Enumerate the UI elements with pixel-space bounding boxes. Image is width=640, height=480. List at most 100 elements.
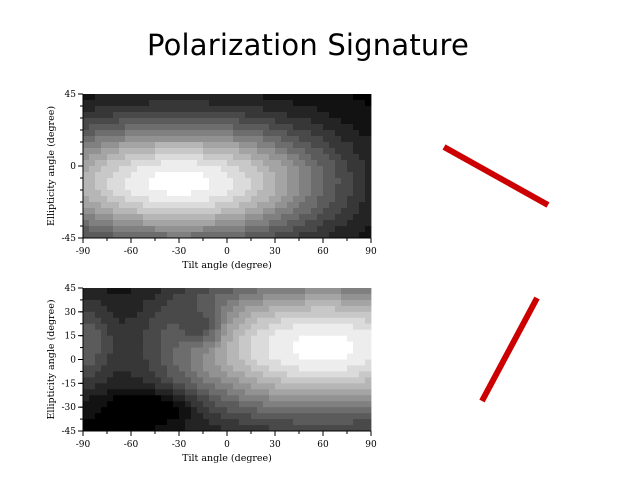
heatmap-cell: [293, 293, 300, 301]
heatmap-cell: [197, 389, 204, 396]
heatmap-cell: [293, 383, 300, 390]
heatmap-cell: [275, 311, 282, 319]
heatmap-cell: [113, 214, 120, 221]
heatmap-cell: [113, 148, 120, 155]
heatmap-cell: [143, 118, 150, 125]
heatmap-cell: [179, 359, 186, 366]
heatmap-cell: [311, 130, 318, 137]
heatmap-cell: [299, 317, 306, 325]
heatmap-cell: [209, 317, 216, 325]
heatmap-cell: [179, 172, 186, 179]
heatmap-cell: [305, 371, 312, 378]
heatmap-cell: [167, 166, 174, 173]
heatmap-cell: [125, 347, 132, 354]
heatmap-cell: [215, 413, 222, 420]
heatmap-cell: [149, 365, 156, 372]
heatmap-cell: [107, 353, 114, 360]
heatmap-cell: [299, 226, 306, 233]
heatmap-cell: [113, 190, 120, 197]
heatmap-cell: [89, 359, 96, 366]
heatmap-cell: [245, 311, 252, 319]
heatmap-cell: [83, 288, 90, 295]
heatmap-cell: [341, 407, 348, 414]
heatmap-cell: [119, 288, 126, 295]
heatmap-cell: [197, 100, 204, 107]
heatmap-cell: [95, 335, 102, 343]
heatmap-cell: [239, 172, 246, 179]
heatmap-cell: [365, 311, 372, 319]
heatmap-cell: [317, 311, 324, 319]
heatmap-cell: [209, 335, 216, 343]
heatmap-cell: [95, 401, 102, 408]
heatmap-cell: [221, 293, 228, 301]
heatmap-cell: [269, 353, 276, 360]
heatmap-cell: [281, 178, 288, 185]
heatmap-cell: [317, 154, 324, 161]
heatmap-cell: [245, 389, 252, 396]
heatmap-cell: [365, 130, 372, 137]
heatmap-cell: [341, 130, 348, 137]
heatmap-cell: [251, 136, 258, 143]
heatmap-cell: [167, 288, 174, 295]
heatmap-cell: [95, 365, 102, 372]
heatmap-cell: [305, 317, 312, 325]
heatmap-cell: [113, 172, 120, 179]
heatmap-cell: [203, 413, 210, 420]
heatmap-cell: [149, 148, 156, 155]
heatmap-cell: [215, 419, 222, 426]
heatmap-cell: [341, 419, 348, 426]
heatmap-cell: [359, 425, 366, 432]
heatmap-cell: [119, 160, 126, 167]
heatmap-cell: [95, 226, 102, 233]
heatmap-cell: [185, 100, 192, 107]
heatmap-cell: [185, 220, 192, 227]
heatmap-cell: [281, 413, 288, 420]
heatmap-cell: [215, 377, 222, 384]
heatmap-cell: [311, 329, 318, 337]
heatmap-cell: [305, 353, 312, 360]
heatmap-cell: [353, 413, 360, 420]
heatmap-cell: [119, 148, 126, 155]
heatmap-cell: [149, 106, 156, 113]
heatmap-cell: [311, 232, 318, 239]
heatmap-cell: [239, 130, 246, 137]
heatmap-cell: [161, 347, 168, 354]
heatmap-cell: [197, 401, 204, 408]
heatmap-cell: [293, 124, 300, 131]
heatmap-cell: [263, 401, 270, 408]
heatmap-cell: [95, 359, 102, 366]
heatmap-cell: [329, 130, 336, 137]
heatmap-cell: [323, 371, 330, 378]
heatmap-cell: [215, 371, 222, 378]
heatmap-cell: [329, 148, 336, 155]
heatmap-cell: [239, 136, 246, 143]
heatmap-cell: [137, 389, 144, 396]
heatmap-cell: [215, 196, 222, 203]
heatmap-cell: [251, 335, 258, 343]
heatmap-cell: [161, 220, 168, 227]
heatmap-cell: [251, 130, 258, 137]
heatmap-cell: [107, 112, 114, 119]
heatmap-cell: [365, 196, 372, 203]
heatmap-cell: [203, 401, 210, 408]
heatmap-cell: [215, 154, 222, 161]
heatmap-cell: [83, 335, 90, 343]
heatmap-cell: [143, 425, 150, 432]
heatmap-cell: [251, 142, 258, 149]
heatmap-cell: [365, 148, 372, 155]
heatmap-cell: [263, 335, 270, 343]
heatmap-cell: [197, 365, 204, 372]
heatmap-cell: [113, 341, 120, 348]
heatmap-cell: [263, 371, 270, 378]
heatmap-cell: [263, 184, 270, 191]
heatmap-cell: [83, 160, 90, 167]
heatmap-cell: [149, 196, 156, 203]
heatmap-cell: [179, 371, 186, 378]
heatmap-cell: [95, 232, 102, 239]
heatmap-cell: [335, 94, 342, 101]
heatmap-cell: [215, 389, 222, 396]
heatmap-cell: [155, 124, 162, 131]
heatmap-cell: [311, 214, 318, 221]
heatmap-cell: [83, 196, 90, 203]
heatmap-cell: [251, 160, 258, 167]
